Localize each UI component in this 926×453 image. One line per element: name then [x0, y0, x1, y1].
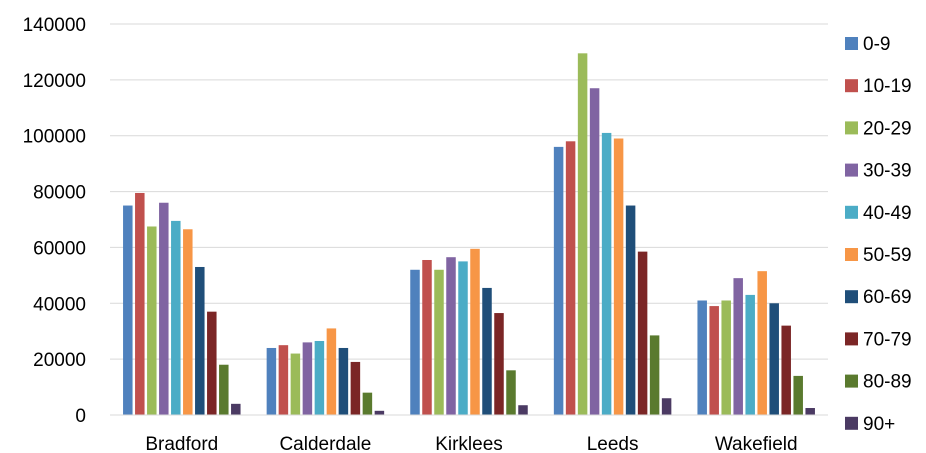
bar-calderdale-80-89: [362, 392, 373, 415]
y-tick-label: 100000: [23, 127, 86, 148]
y-axis-tick-labels: 0 20000 40000 60000 80000 100000 120000 140000: [23, 15, 86, 427]
legend-swatch: [845, 374, 858, 388]
x-tick-label-bradford: Bradford: [145, 434, 218, 453]
bar-calderdale-20-29: [290, 353, 301, 415]
legend-label: 10-19: [863, 76, 912, 97]
legend-label: 20-29: [863, 118, 912, 139]
legend-swatch: [845, 332, 858, 346]
bar-bradford-90plus: [231, 403, 241, 415]
bar-kirklees-90plus: [518, 405, 528, 415]
bar-wakefield-90plus: [805, 408, 815, 415]
legend-swatch: [845, 416, 858, 430]
bar-kirklees-50-59: [470, 248, 480, 415]
bar-bradford-40-49: [171, 220, 181, 415]
bar-calderdale-40-49: [314, 340, 325, 415]
bar-kirklees-60-69: [482, 287, 492, 415]
bar-calderdale-10-19: [278, 345, 289, 415]
legend-label: 50-59: [863, 245, 912, 266]
bar-wakefield-10-19: [709, 306, 719, 415]
legend-label: 60-69: [863, 287, 912, 308]
legend-swatch: [845, 163, 858, 177]
bar-kirklees-0-9: [410, 269, 420, 415]
legend-label: 80-89: [863, 372, 912, 393]
x-axis-tick-labels: Bradford Calderdale Kirklees Leeds Wakefield: [145, 434, 797, 453]
bar-kirklees-10-19: [422, 259, 432, 415]
x-tick-label-calderdale: Calderdale: [279, 434, 371, 453]
legend-swatch: [845, 37, 858, 50]
legend-swatch: [845, 290, 858, 304]
bar-kirklees-40-49: [458, 261, 468, 415]
bar-calderdale-0-9: [266, 347, 277, 415]
legend-label: 70-79: [863, 329, 912, 350]
bar-wakefield-70-79: [781, 325, 791, 415]
bar-wakefield-20-29: [721, 300, 731, 415]
bar-wakefield-30-39: [733, 278, 743, 415]
x-tick-label-wakefield: Wakefield: [715, 434, 798, 453]
legend-label: 0-9: [863, 34, 890, 55]
legend-label: 30-39: [863, 161, 912, 182]
bar-wakefield-40-49: [745, 294, 755, 415]
bar-bradford-60-69: [195, 266, 205, 415]
bar-wakefield-50-59: [757, 271, 767, 415]
y-tick-label: 0: [75, 406, 86, 427]
bar-leeds-50-59: [613, 138, 624, 415]
legend: 0-9 10-19 20-29 30-39 40-49 50-59 60-69 70-79 80…: [845, 34, 912, 435]
bar-bradford-70-79: [207, 311, 217, 415]
gridlines: [110, 23, 828, 360]
bar-bradford-0-9: [123, 205, 133, 415]
bar-calderdale-60-69: [338, 347, 349, 415]
bar-leeds-40-49: [601, 132, 612, 415]
legend-swatch: [845, 205, 858, 219]
bar-leeds-60-69: [625, 205, 636, 415]
bar-wakefield-60-69: [769, 303, 779, 415]
bar-leeds-70-79: [637, 251, 648, 415]
y-tick-label: 80000: [33, 183, 86, 204]
bar-wakefield-80-89: [793, 375, 803, 415]
bar-calderdale-90plus: [374, 410, 385, 415]
bar-kirklees-80-89: [506, 370, 516, 415]
bar-calderdale-30-39: [302, 342, 313, 415]
bar-leeds-90plus: [661, 398, 672, 415]
bar-kirklees-20-29: [434, 269, 444, 415]
bar-bradford-20-29: [147, 226, 157, 415]
bar-leeds-20-29: [577, 53, 588, 415]
legend-swatch: [845, 79, 858, 93]
bar-bradford-80-89: [219, 364, 229, 415]
bar-calderdale-50-59: [326, 328, 337, 415]
bar-leeds-30-39: [589, 88, 600, 415]
bar-bradford-30-39: [159, 202, 169, 415]
legend-swatch: [845, 248, 858, 261]
bar-kirklees-70-79: [494, 313, 504, 415]
bar-bradford-10-19: [135, 192, 145, 415]
y-tick-label: 120000: [23, 71, 86, 92]
bar-bradford-50-59: [183, 229, 193, 415]
y-tick-label: 140000: [23, 15, 86, 36]
bar-leeds-0-9: [553, 146, 564, 415]
y-tick-label: 60000: [33, 238, 86, 259]
bar-kirklees-30-39: [446, 257, 456, 415]
bars: [123, 53, 815, 416]
y-tick-label: 40000: [33, 294, 86, 315]
legend-label: 90+: [863, 414, 895, 435]
y-tick-label: 20000: [33, 350, 86, 371]
bar-calderdale-70-79: [350, 361, 361, 415]
legend-swatch: [845, 121, 858, 135]
bar-leeds-10-19: [565, 141, 576, 416]
legend-label: 40-49: [863, 203, 912, 224]
x-tick-label-kirklees: Kirklees: [435, 434, 503, 453]
x-tick-label-leeds: Leeds: [587, 434, 639, 453]
bar-leeds-80-89: [649, 335, 660, 415]
bar-wakefield-0-9: [697, 300, 707, 415]
